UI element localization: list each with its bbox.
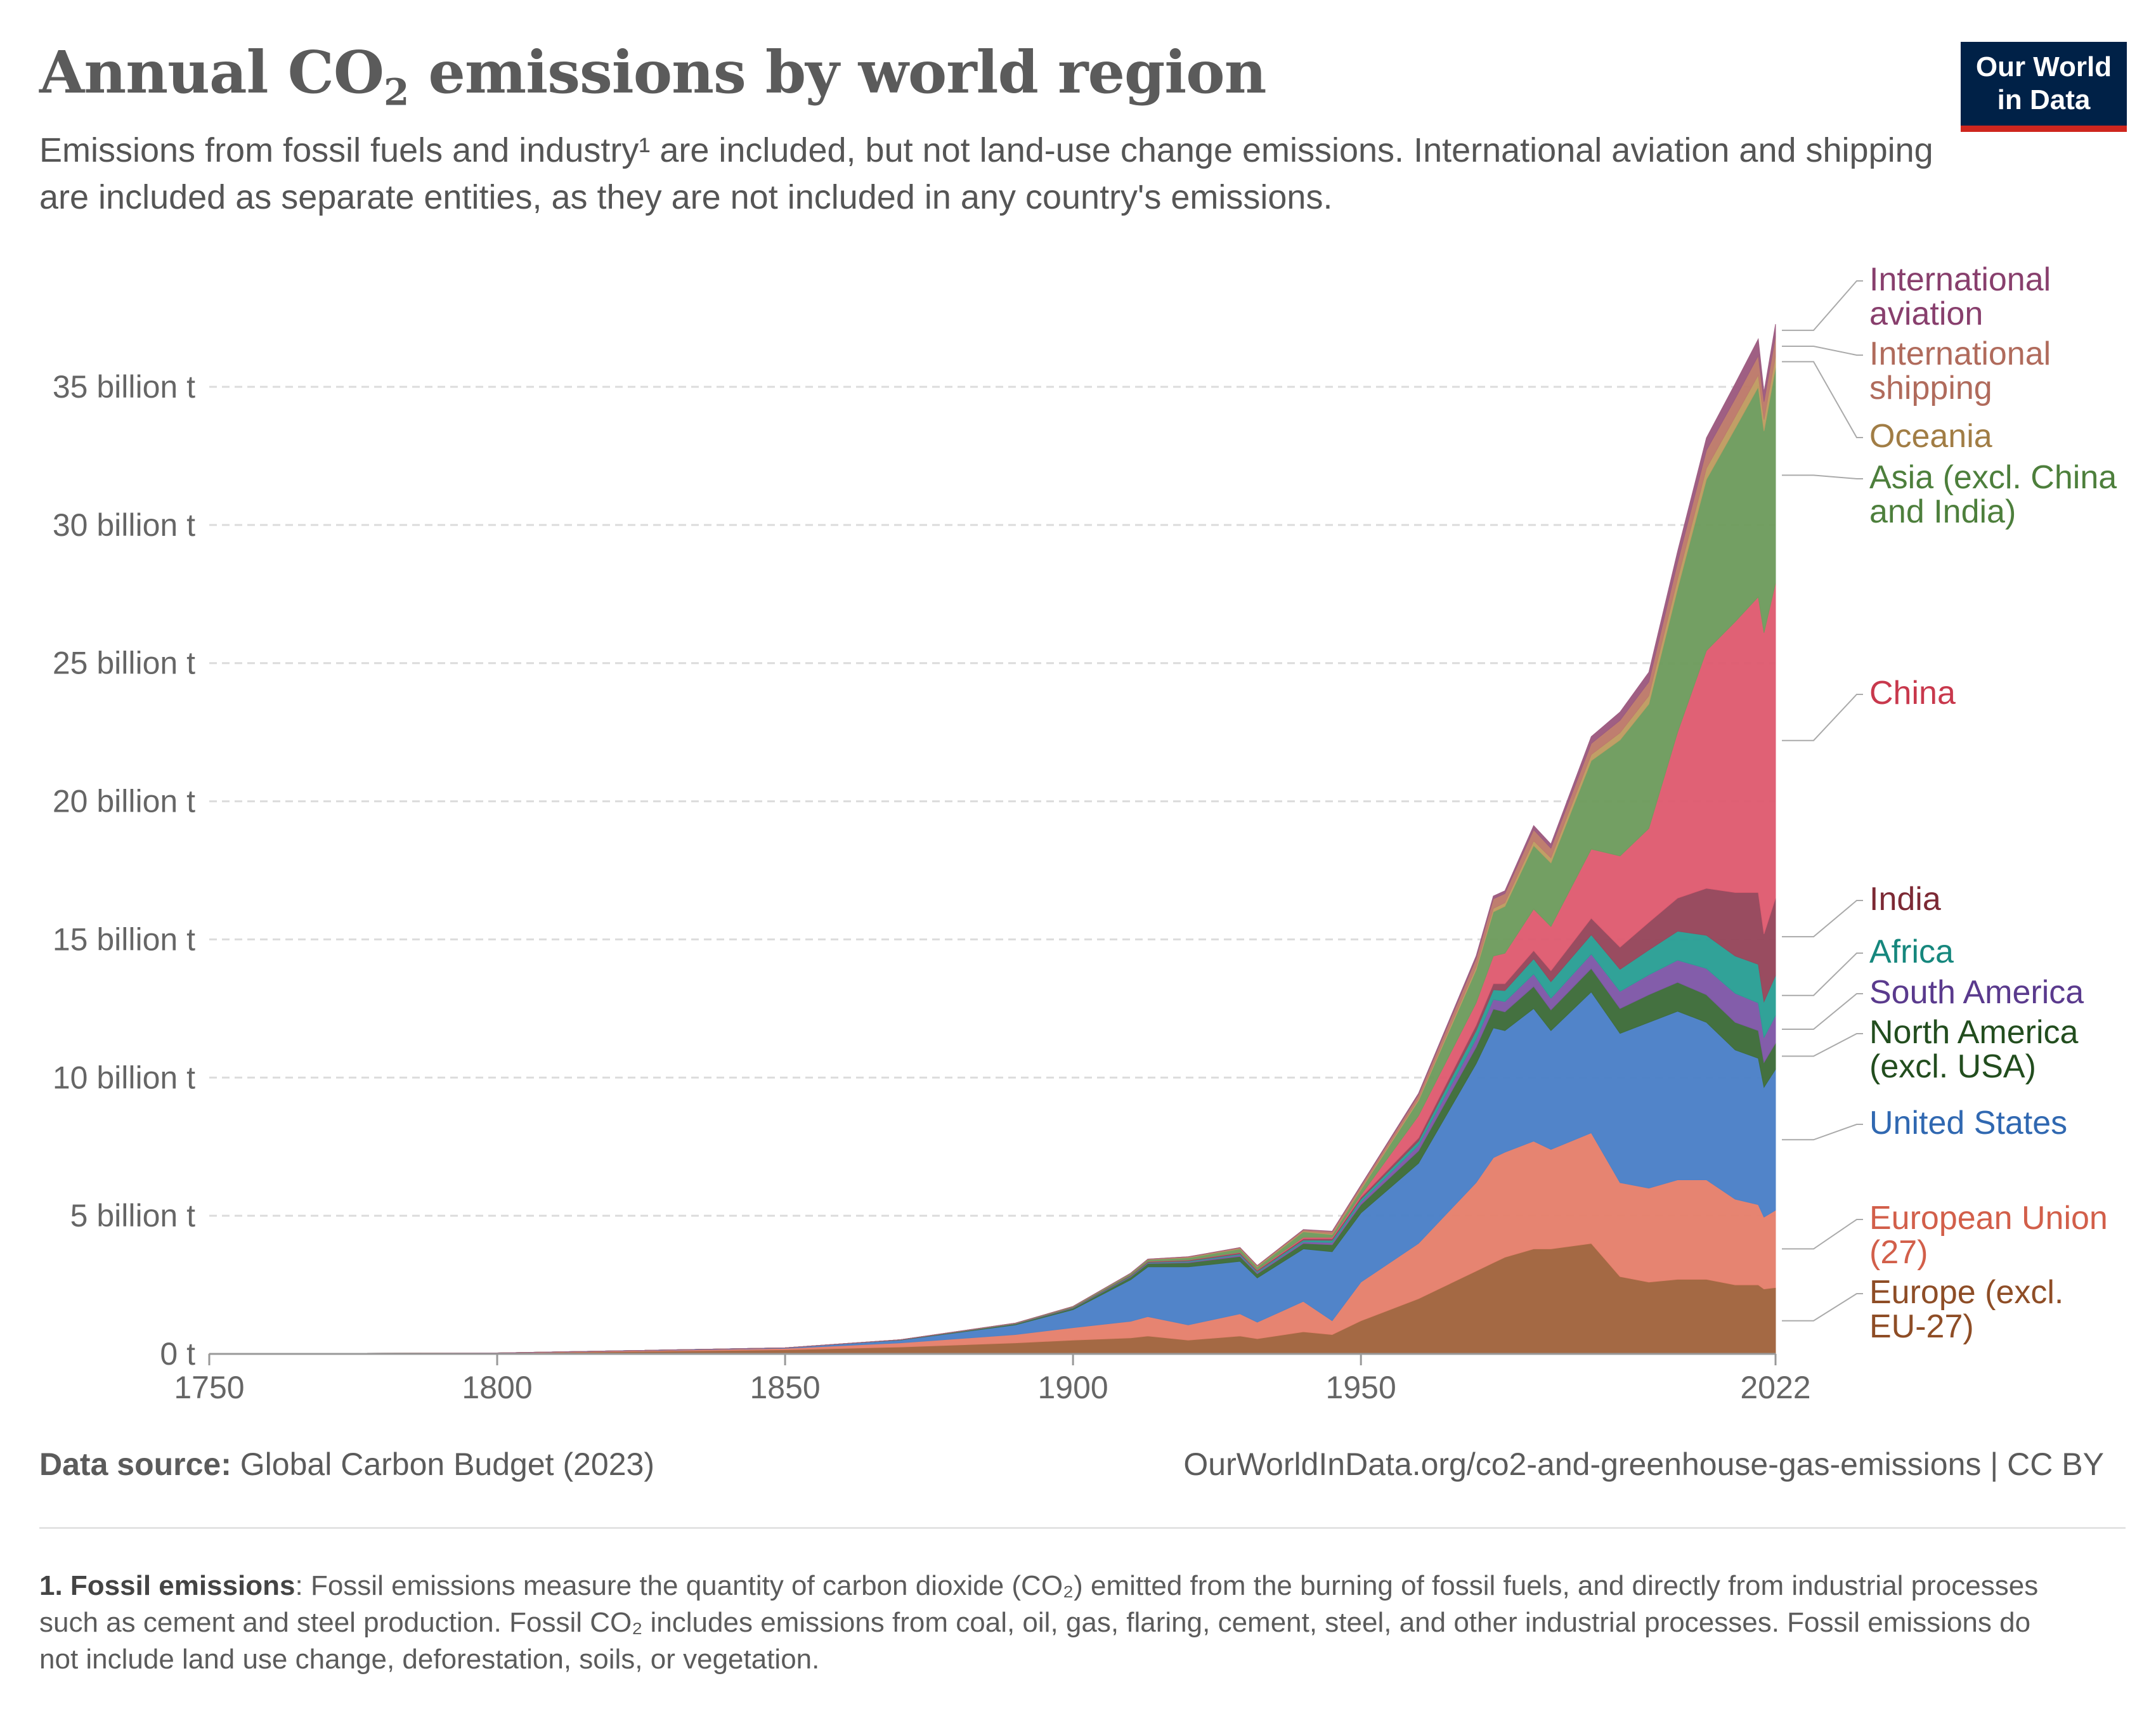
series-label-line: EU-27) xyxy=(1869,1308,1974,1345)
series-label-line: Asia (excl. China xyxy=(1869,459,2117,496)
series-label: Europe (excl. EU-27) xyxy=(1869,1274,2063,1345)
label-leader-line xyxy=(1782,1033,1863,1057)
series-label: Asia (excl. China and India) xyxy=(1869,459,2117,530)
x-tick-label: 1800 xyxy=(462,1370,532,1405)
label-leader-line xyxy=(1782,361,1863,438)
stacked-area-chart: 0 t 5 billion t 10 billion t 15 billion t 20… xyxy=(53,261,2117,1405)
chart-subtitle: Emissions from fossil fuels and industry… xyxy=(39,131,1933,216)
owid-logo[interactable]: Our World in Data xyxy=(1961,42,2127,132)
series-label-line: aviation xyxy=(1869,296,1983,332)
grid-lines xyxy=(209,386,1776,1217)
footnote: 1. Fossil emissions: Fossil emissions me… xyxy=(39,1570,2039,1675)
series-label: International aviation xyxy=(1869,261,2051,332)
source-url-link[interactable]: OurWorldInData.org/co2-and-greenhouse-ga… xyxy=(1183,1446,2104,1482)
series-label: United States xyxy=(1869,1105,2067,1141)
y-tick-label: 35 billion t xyxy=(53,369,195,405)
series-label: India xyxy=(1869,881,1941,918)
label-leader-line xyxy=(1782,280,1863,331)
label-leader-line xyxy=(1782,952,1863,996)
series-label: South America xyxy=(1869,974,2084,1011)
label-leader-line xyxy=(1782,1124,1863,1141)
series-label-line: (excl. USA) xyxy=(1869,1048,2036,1085)
label-leader-line xyxy=(1782,694,1863,741)
logo-accent-bar xyxy=(1961,126,2127,132)
y-tick-label: 25 billion t xyxy=(53,646,195,681)
series-label-line: International xyxy=(1869,261,2051,298)
x-tick-label: 1900 xyxy=(1038,1370,1108,1405)
logo-line-1: Our World xyxy=(1975,51,2112,82)
label-leader-line xyxy=(1782,1219,1863,1250)
area-series-international-aviation xyxy=(209,324,1776,1355)
series-label-line: United States xyxy=(1869,1105,2067,1141)
axes: 0 t 5 billion t 10 billion t 15 billion t 20… xyxy=(53,369,1811,1405)
y-tick-label: 20 billion t xyxy=(53,784,195,819)
x-tick-label: 1950 xyxy=(1326,1370,1396,1405)
chart-title: Annual CO2 emissions by world region xyxy=(39,38,1267,114)
y-tick-label: 10 billion t xyxy=(53,1060,195,1095)
series-label-line: shipping xyxy=(1869,370,1992,406)
label-leader-line xyxy=(1782,900,1863,938)
y-tick-label: 15 billion t xyxy=(53,921,195,957)
label-leader-line xyxy=(1782,346,1863,356)
label-leader-line xyxy=(1782,1293,1863,1322)
area-series xyxy=(209,324,1776,1355)
y-tick-label: 5 billion t xyxy=(70,1198,195,1233)
series-label: China xyxy=(1869,675,1956,712)
series-label: Oceania xyxy=(1869,418,1992,455)
label-leader-line xyxy=(1782,993,1863,1030)
logo-line-2: in Data xyxy=(1997,84,2091,115)
data-source: Data source: Global Carbon Budget (2023) xyxy=(39,1446,654,1482)
series-label-line: (27) xyxy=(1869,1234,1928,1271)
footer-divider xyxy=(39,1527,2126,1529)
y-tick-label: 0 t xyxy=(160,1336,195,1372)
series-label: North America (excl. USA) xyxy=(1869,1014,2079,1085)
series-label-line: International xyxy=(1869,335,2051,372)
series-label-line: and India) xyxy=(1869,493,2016,530)
series-label-line: Oceania xyxy=(1869,418,1992,455)
series-label: European Union (27) xyxy=(1869,1200,2108,1271)
series-label: International shipping xyxy=(1869,335,2051,406)
series-label-line: European Union xyxy=(1869,1200,2108,1237)
y-tick-label: 30 billion t xyxy=(53,507,195,543)
series-label-line: North America xyxy=(1869,1014,2079,1051)
series-label-line: Europe (excl. xyxy=(1869,1274,2063,1311)
x-tick-label: 1750 xyxy=(174,1370,244,1405)
x-tick-label: 1850 xyxy=(750,1370,820,1405)
series-label-line: India xyxy=(1869,881,1941,918)
label-leader-line xyxy=(1782,474,1863,479)
series-label-line: China xyxy=(1869,675,1956,712)
series-label-line: Africa xyxy=(1869,933,1954,970)
series-label: Africa xyxy=(1869,933,1954,970)
series-label-line: South America xyxy=(1869,974,2084,1011)
x-tick-label: 2022 xyxy=(1740,1370,1810,1405)
